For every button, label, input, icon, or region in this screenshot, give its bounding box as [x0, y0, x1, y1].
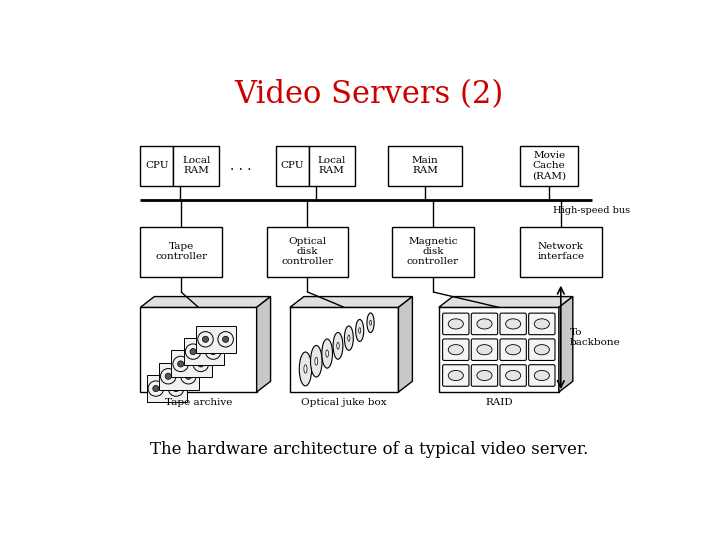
Ellipse shape [477, 345, 492, 355]
Polygon shape [559, 296, 573, 392]
Ellipse shape [505, 319, 521, 329]
Bar [173, 146, 220, 186]
Ellipse shape [359, 328, 361, 333]
Circle shape [165, 373, 171, 379]
FancyBboxPatch shape [500, 313, 526, 335]
Ellipse shape [477, 319, 492, 329]
Ellipse shape [310, 346, 322, 377]
Ellipse shape [534, 319, 549, 329]
Bar [290, 307, 398, 392]
Ellipse shape [369, 320, 372, 325]
Circle shape [173, 386, 179, 392]
Ellipse shape [322, 339, 333, 368]
Bar [140, 307, 256, 392]
Circle shape [178, 361, 184, 367]
Ellipse shape [449, 345, 464, 355]
Circle shape [210, 348, 216, 355]
FancyBboxPatch shape [443, 364, 469, 386]
Bar [266, 226, 348, 276]
Text: To
backbone: To backbone [570, 328, 621, 347]
FancyBboxPatch shape [500, 339, 526, 361]
Circle shape [202, 336, 209, 342]
Circle shape [190, 348, 196, 355]
Text: Local
RAM: Local RAM [182, 156, 210, 176]
Ellipse shape [344, 326, 354, 350]
Text: Tape archive: Tape archive [165, 397, 232, 407]
Ellipse shape [449, 319, 464, 329]
Polygon shape [290, 296, 413, 307]
Circle shape [153, 386, 159, 392]
Bar [392, 226, 474, 276]
Polygon shape [398, 296, 413, 392]
Ellipse shape [300, 352, 312, 386]
Text: Optical juke box: Optical juke box [302, 397, 387, 407]
Ellipse shape [367, 313, 374, 333]
Ellipse shape [333, 333, 343, 359]
Text: The hardware architecture of a typical video server.: The hardware architecture of a typical v… [150, 441, 588, 458]
Ellipse shape [534, 345, 549, 355]
Circle shape [222, 336, 229, 342]
Circle shape [185, 373, 192, 379]
Ellipse shape [449, 370, 464, 381]
Text: Local
RAM: Local RAM [318, 156, 346, 176]
Bar [276, 146, 309, 186]
Bar [171, 350, 212, 377]
FancyBboxPatch shape [472, 364, 498, 386]
Ellipse shape [315, 357, 318, 365]
FancyBboxPatch shape [443, 313, 469, 335]
Text: Tape
controller: Tape controller [155, 242, 207, 261]
Bar [309, 146, 355, 186]
Text: Main
RAM: Main RAM [412, 156, 438, 176]
Text: Optical
disk
controller: Optical disk controller [282, 237, 333, 266]
Polygon shape [140, 296, 271, 307]
Circle shape [198, 361, 204, 367]
FancyBboxPatch shape [528, 339, 555, 361]
Ellipse shape [304, 364, 307, 373]
Polygon shape [438, 296, 573, 307]
Polygon shape [256, 296, 271, 392]
FancyBboxPatch shape [443, 339, 469, 361]
Ellipse shape [348, 335, 350, 341]
Ellipse shape [505, 345, 521, 355]
Ellipse shape [356, 320, 364, 341]
Bar [159, 363, 199, 390]
Bar [184, 338, 224, 365]
Bar [388, 146, 462, 186]
Bar [140, 226, 222, 276]
Bar [147, 375, 187, 402]
Text: CPU: CPU [281, 161, 304, 170]
Text: CPU: CPU [145, 161, 168, 170]
Ellipse shape [505, 370, 521, 381]
Bar [140, 146, 173, 186]
Text: Video Servers (2): Video Servers (2) [235, 78, 503, 110]
Ellipse shape [477, 370, 492, 381]
Ellipse shape [534, 370, 549, 381]
Bar [520, 146, 578, 186]
Text: Magnetic
disk
controller: Magnetic disk controller [407, 237, 459, 266]
Text: Network
interface: Network interface [537, 242, 585, 261]
FancyBboxPatch shape [528, 364, 555, 386]
FancyBboxPatch shape [472, 339, 498, 361]
FancyBboxPatch shape [472, 313, 498, 335]
Ellipse shape [337, 342, 339, 349]
FancyBboxPatch shape [528, 313, 555, 335]
Text: High-speed bus: High-speed bus [554, 206, 631, 215]
Ellipse shape [326, 350, 328, 357]
Bar [438, 307, 559, 392]
Bar [520, 226, 601, 276]
Text: RAID: RAID [485, 397, 513, 407]
FancyBboxPatch shape [500, 364, 526, 386]
Bar [196, 326, 236, 353]
Text: . . .: . . . [230, 159, 252, 173]
Text: Movie
Cache
(RAM): Movie Cache (RAM) [532, 151, 566, 180]
